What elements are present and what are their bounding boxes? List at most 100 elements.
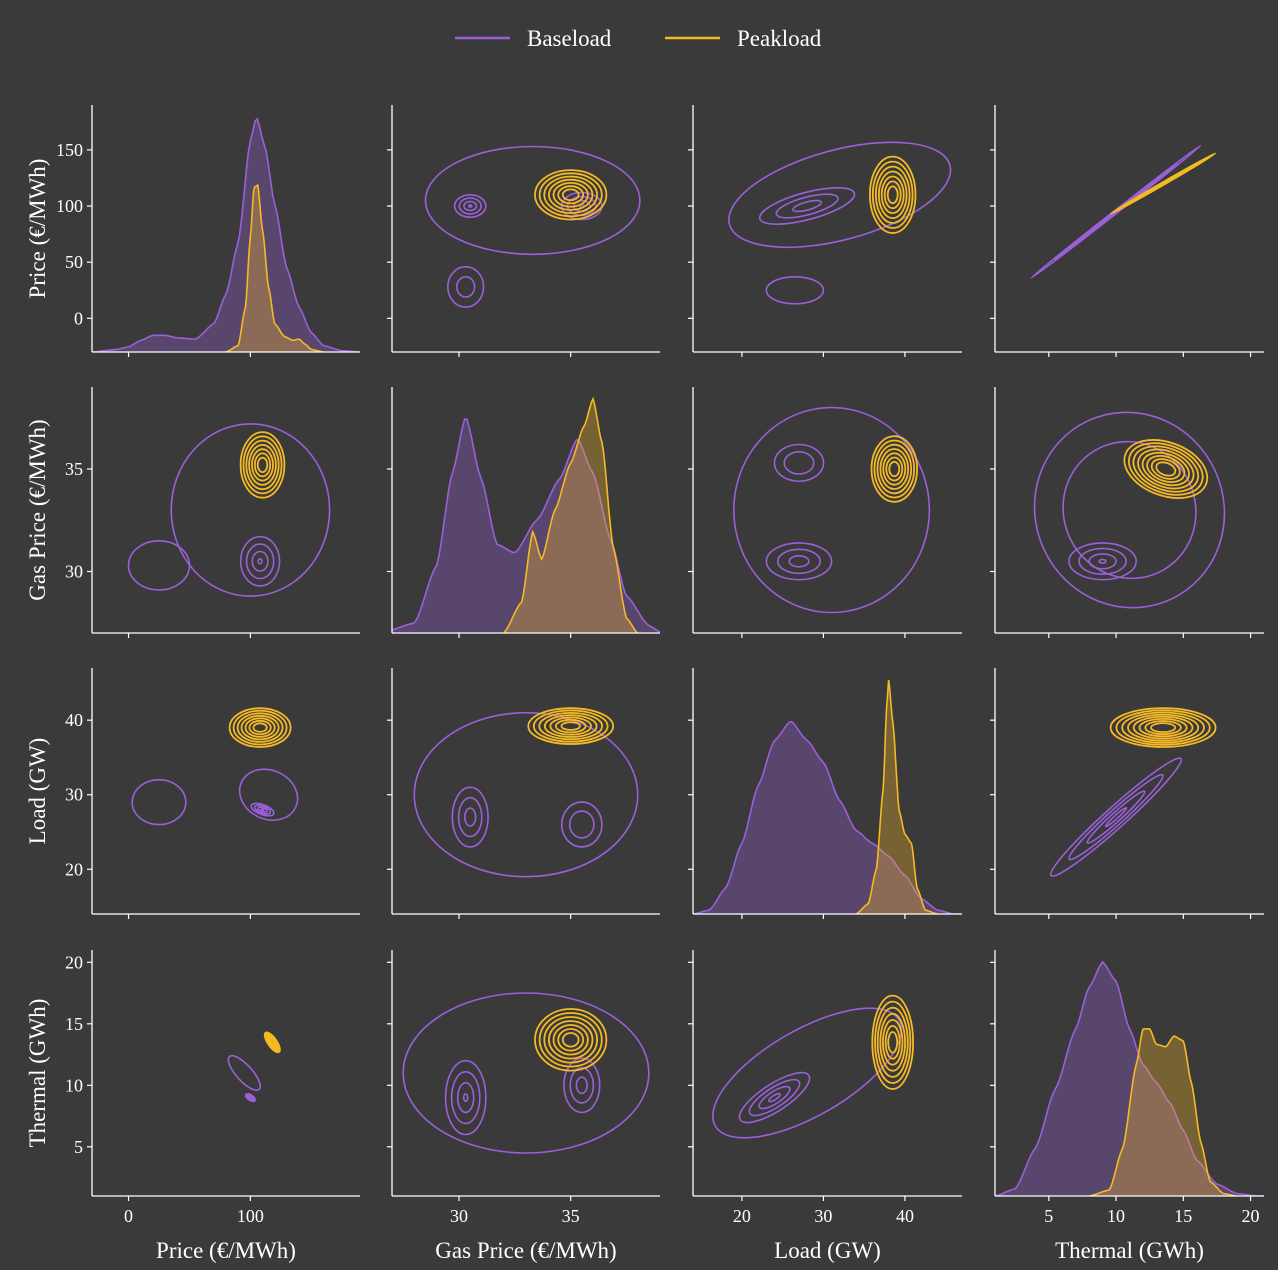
- y-axis-label-thermal: Thermal (GWh): [25, 999, 50, 1148]
- density-fill-peakload-price: [226, 185, 324, 352]
- contour-baseload-price-vs-load-level-0: [765, 275, 825, 305]
- contour-baseload-thermal-vs-gas-level-1: [450, 1070, 481, 1125]
- contour-baseload-thermal-vs-load-level-0: [712, 1007, 903, 1139]
- contour-peakload-thermal-vs-load-level-3: [879, 1012, 906, 1072]
- contour-peakload-price-vs-load-level-6: [886, 185, 899, 205]
- contour-baseload-load-vs-thermal-level-1: [1068, 773, 1164, 861]
- contour-baseload-load-vs-price-level-1: [253, 804, 272, 815]
- contour-baseload-load-vs-thermal-level-3: [1104, 806, 1128, 828]
- panel-price-vs-thermal: [990, 105, 1264, 357]
- y-tick-label-thermal-15: 15: [65, 1014, 83, 1034]
- contour-baseload-thermal-vs-load-level-0: [738, 1071, 811, 1124]
- x-tick-label-load-20: 20: [733, 1206, 751, 1226]
- contour-peakload-price-vs-gas-level-6: [561, 188, 580, 202]
- x-tick-label-thermal-5: 5: [1044, 1206, 1053, 1226]
- contour-baseload-thermal-vs-load-level-2: [758, 1085, 791, 1110]
- contour-peakload-price-vs-load-level-1: [871, 160, 914, 229]
- contour-peakload-gas-vs-thermal-level-1: [1128, 442, 1204, 496]
- panel-marks: [392, 396, 660, 633]
- x-tick-label-price-100: 100: [237, 1206, 264, 1226]
- contour-peakload-load-vs-gas-level-5: [554, 718, 587, 734]
- contour-peakload-load-vs-thermal-level-5: [1138, 717, 1188, 738]
- panel-gas-vs-price: 30 35: [65, 387, 360, 638]
- contour-peakload-load-vs-price-level-6: [252, 722, 268, 733]
- contour-baseload-thermal-vs-price-level-3: [248, 1096, 252, 1100]
- density-line-peakload-thermal: [1089, 1028, 1238, 1196]
- contour-peakload-gas-vs-load-level-0: [870, 435, 918, 503]
- density-line-baseload-load: [693, 720, 962, 914]
- x-tick-label-thermal-20: 20: [1242, 1206, 1260, 1226]
- contour-baseload-thermal-vs-gas-level-0: [444, 1059, 487, 1136]
- contour-baseload-load-vs-gas-level-0: [451, 786, 489, 848]
- y-tick-label-load-20: 20: [65, 859, 83, 879]
- contour-peakload-load-vs-gas-level-4: [549, 716, 592, 736]
- contour-baseload-gas-vs-load-level-0: [765, 542, 833, 581]
- y-tick-label-load-30: 30: [65, 785, 83, 805]
- legend-entry-peakload: Peakload: [665, 26, 822, 51]
- contour-peakload-thermal-vs-load-level-4: [882, 1019, 904, 1066]
- contour-peakload-thermal-vs-load-level-0: [871, 994, 914, 1090]
- panel-marks: [995, 960, 1264, 1196]
- x-tick-label-thermal-10: 10: [1107, 1206, 1125, 1226]
- contour-peakload-gas-vs-thermal-level-2: [1132, 445, 1200, 493]
- legend-label-baseload: Baseload: [527, 26, 612, 51]
- contour-baseload-load-vs-price-level-0: [238, 768, 299, 821]
- panel-price-vs-load: [688, 105, 962, 357]
- contour-baseload-thermal-vs-gas-level-1: [569, 1066, 595, 1104]
- contour-peakload-load-vs-thermal-level-1: [1115, 709, 1211, 746]
- contour-baseload-price-vs-gas-level-1: [458, 197, 482, 215]
- y-axis-label-gas: Gas Price (€/MWh): [25, 419, 50, 600]
- panel-marks: [1049, 707, 1217, 877]
- contour-baseload-load-vs-price-level-0: [131, 778, 187, 826]
- panel-marks: [732, 406, 931, 614]
- contour-peakload-load-vs-thermal-level-7: [1150, 722, 1177, 733]
- panel-load-vs-gas: [387, 668, 660, 919]
- x-axis-label-price: Price (€/MWh): [156, 1238, 296, 1263]
- contour-peakload-price-vs-load-level-5: [883, 180, 902, 210]
- contour-peakload-gas-vs-price-level-5: [253, 452, 272, 478]
- panel-load-vs-thermal: [990, 668, 1264, 919]
- panel-load-vs-price: 20 30 40: [65, 668, 360, 919]
- density-fill-peakload-gas: [503, 399, 638, 633]
- contour-peakload-thermal-vs-load-level-6: [887, 1031, 899, 1054]
- x-axis-label-thermal: Thermal (GWh): [1055, 1238, 1204, 1263]
- contour-peakload-gas-vs-price-level-3: [248, 443, 277, 486]
- panel-marks: [712, 994, 914, 1139]
- contour-baseload-gas-vs-load-level-0: [773, 443, 825, 483]
- density-line-baseload-price: [92, 117, 360, 352]
- contour-peakload-gas-vs-thermal-level-7: [1155, 461, 1177, 477]
- contour-baseload-price-vs-load-level-1: [775, 193, 839, 219]
- panel-marks: [127, 423, 331, 597]
- contour-peakload-gas-vs-thermal-level-4: [1141, 451, 1190, 487]
- contour-baseload-load-vs-price-level-0: [250, 802, 275, 817]
- x-tick-label-price-0: 0: [124, 1206, 133, 1226]
- contour-peakload-gas-vs-thermal-level-3: [1137, 448, 1195, 490]
- contour-peakload-price-vs-gas-level-4: [552, 182, 589, 208]
- contour-peakload-price-vs-gas-level-5: [557, 185, 585, 205]
- contour-peakload-thermal-vs-gas-level-6: [561, 1032, 580, 1048]
- contour-baseload-price-vs-gas-level-0: [453, 194, 487, 219]
- contour-peakload-load-vs-gas-level-2: [538, 711, 603, 741]
- contour-baseload-load-vs-gas-level-0: [560, 801, 603, 848]
- panel-marks: [1030, 144, 1217, 279]
- legend: Baseload Peakload: [455, 26, 822, 51]
- density-fill-peakload-load: [856, 680, 938, 914]
- contour-peakload-thermal-vs-gas-level-3: [548, 1020, 594, 1060]
- panel-grid: 0 50 100 150 30 35 20 30 40 5 10 15 20 0 100 30 35 20 30 40…: [25, 105, 1264, 1263]
- contour-peakload-thermal-vs-load-level-2: [876, 1006, 909, 1078]
- contour-peakload-price-vs-gas-level-1: [538, 172, 603, 218]
- contour-peakload-gas-vs-thermal-level-6: [1150, 458, 1181, 480]
- panel-marks: [1033, 411, 1226, 609]
- contour-baseload-gas-vs-load-level-1: [776, 548, 821, 575]
- panel-marks: [693, 679, 962, 914]
- x-axis-label-gas: Gas Price (€/MWh): [435, 1238, 616, 1263]
- contour-peakload-gas-vs-price-level-0: [239, 431, 286, 499]
- contour-baseload-thermal-vs-gas-level-0: [402, 992, 650, 1154]
- density-fill-peakload-thermal: [1089, 1028, 1238, 1196]
- contour-peakload-load-vs-thermal-level-3: [1127, 713, 1200, 742]
- contour-peakload-load-vs-gas-level-1: [532, 709, 609, 743]
- contour-peakload-gas-vs-thermal-level-0: [1123, 439, 1209, 499]
- contour-peakload-load-vs-price-level-3: [240, 714, 280, 741]
- panel-marks: [402, 992, 650, 1154]
- panel-marks: [424, 145, 641, 308]
